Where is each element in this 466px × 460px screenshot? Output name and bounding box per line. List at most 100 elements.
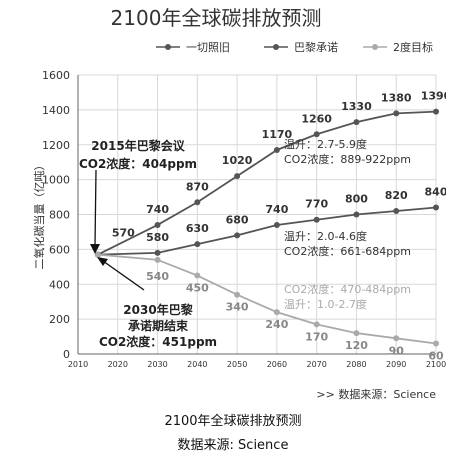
data-label: 680 [226, 213, 249, 226]
data-label: 1170 [262, 128, 293, 141]
data-point [154, 249, 161, 256]
annotation-two-degree-range: CO2浓度：470-484ppm [284, 282, 411, 296]
data-label: 1020 [222, 154, 253, 167]
legend-label: 巴黎承诺 [294, 40, 338, 54]
data-point [393, 110, 400, 117]
annotation-two-degree-range: 温升：1.0-2.7度 [284, 297, 367, 311]
legend-label: 一切照旧 [186, 41, 230, 54]
annotation-paris-range: 温升：2.0-4.6度 [284, 229, 367, 243]
data-label: 1390 [421, 90, 446, 103]
data-label: 820 [385, 189, 408, 202]
data-point [393, 335, 400, 342]
chart-title: 2100年全球碳排放预测 [111, 6, 322, 30]
caption-source: 数据来源: Science [177, 438, 289, 453]
arrow-paris-end-head [97, 257, 108, 266]
y-tick-label: 600 [49, 243, 70, 256]
data-point [393, 208, 400, 215]
data-point [313, 216, 320, 223]
data-label: 240 [265, 318, 288, 331]
arrow-paris-agreement-shaft [94, 169, 97, 247]
x-tick-label: 2070 [306, 360, 326, 369]
legend-label: 2度目标 [393, 40, 433, 54]
data-label: 770 [305, 198, 328, 211]
y-tick-label: 0 [63, 348, 70, 361]
arrow-paris-agreement-head [90, 244, 100, 254]
data-point [353, 330, 360, 337]
data-label: 170 [305, 330, 328, 343]
data-label: 60 [428, 350, 444, 363]
data-label: 580 [146, 231, 169, 244]
arrow-paris-end-shaft [102, 260, 145, 291]
x-tick-label: 2010 [68, 360, 88, 369]
x-tick-label: 2040 [187, 360, 207, 369]
data-point [353, 119, 360, 126]
data-point [313, 321, 320, 328]
y-tick-label: 400 [49, 278, 70, 291]
x-tick-label: 2100 [426, 360, 446, 369]
legend-swatch-marker [273, 44, 279, 50]
data-point [154, 256, 161, 263]
x-tick-label: 2020 [108, 360, 128, 369]
data-label: 740 [265, 203, 288, 216]
data-point [273, 146, 280, 153]
data-label: 540 [146, 270, 169, 283]
data-point [313, 131, 320, 138]
data-label: 340 [226, 301, 249, 314]
y-tick-label: 1600 [42, 69, 70, 82]
y-tick-label: 800 [49, 209, 70, 222]
y-axis-label: 二氧化碳当量（亿吨） [32, 160, 46, 270]
series-group: 740 870 1020 1170 1260 1330 1380 1390 580 630 680 7… [94, 90, 446, 363]
data-label: 630 [186, 222, 209, 235]
x-tick-label: 2080 [346, 360, 366, 369]
data-label: 1330 [341, 100, 372, 113]
data-label: 90 [389, 344, 405, 357]
data-point [433, 108, 439, 115]
legend: 一切照旧 巴黎承诺 2度目标 [156, 40, 433, 54]
x-tick-label: 2050 [227, 360, 247, 369]
annotation-paris-agreement: 2015年巴黎会议 [91, 138, 185, 153]
data-point [194, 199, 201, 206]
annotation-paris-end: 2030年巴黎 [123, 302, 192, 317]
data-label: 1380 [381, 91, 412, 104]
data-point [154, 221, 161, 228]
data-point [234, 291, 241, 298]
legend-swatch-marker [165, 44, 171, 50]
y-tick-label: 200 [49, 313, 70, 326]
data-point [353, 211, 360, 218]
y-tick-label: 1400 [42, 104, 70, 117]
chart-svg: 2100年全球碳排放预测 一切照旧 巴黎承诺 2度目标 0 200 400 600 800 1… [32, 6, 446, 401]
data-point [194, 241, 201, 248]
data-label: 120 [345, 339, 368, 352]
annotation-bau-range: CO2浓度：889-922ppm [284, 152, 411, 166]
data-point [273, 309, 280, 316]
data-label: 740 [146, 203, 169, 216]
annotation-paris-end: CO2浓度：451ppm [99, 334, 217, 349]
axes: 0 200 400 600 800 1000 1200 1400 1600 2010 2020 203… [32, 69, 446, 369]
data-point [433, 340, 439, 347]
caption-title: 2100年全球碳排放预测 [164, 414, 302, 429]
data-point [194, 272, 201, 279]
data-label: 1260 [301, 112, 332, 125]
data-point [234, 232, 241, 239]
data-label: 840 [425, 186, 446, 199]
annotation-paris-range: CO2浓度：661-684ppm [284, 244, 411, 258]
data-label: 570 [112, 227, 135, 240]
data-label: 800 [345, 193, 368, 206]
x-tick-label: 2030 [147, 360, 167, 369]
chart-figure: 2100年全球碳排放预测 一切照旧 巴黎承诺 2度目标 0 200 400 600 800 1… [26, 0, 446, 405]
data-point [234, 173, 241, 180]
annotations: 2015年巴黎会议CO2浓度：404ppm2030年巴黎承诺期结束CO2浓度：4… [79, 137, 411, 349]
data-point [433, 204, 439, 211]
annotation-paris-end: 承诺期结束 [128, 318, 189, 333]
data-label: 870 [186, 180, 209, 193]
data-point [94, 251, 101, 258]
y-tick-label: 1200 [42, 139, 70, 152]
x-tick-label: 2060 [267, 360, 287, 369]
source-note: >> 数据来源：Science [316, 387, 436, 401]
legend-swatch-marker [372, 44, 378, 50]
annotation-bau-range: 温升：2.7-5.9度 [284, 137, 367, 151]
annotation-paris-agreement: CO2浓度：404ppm [79, 156, 197, 171]
data-point [273, 221, 280, 228]
x-tick-label: 2090 [386, 360, 406, 369]
